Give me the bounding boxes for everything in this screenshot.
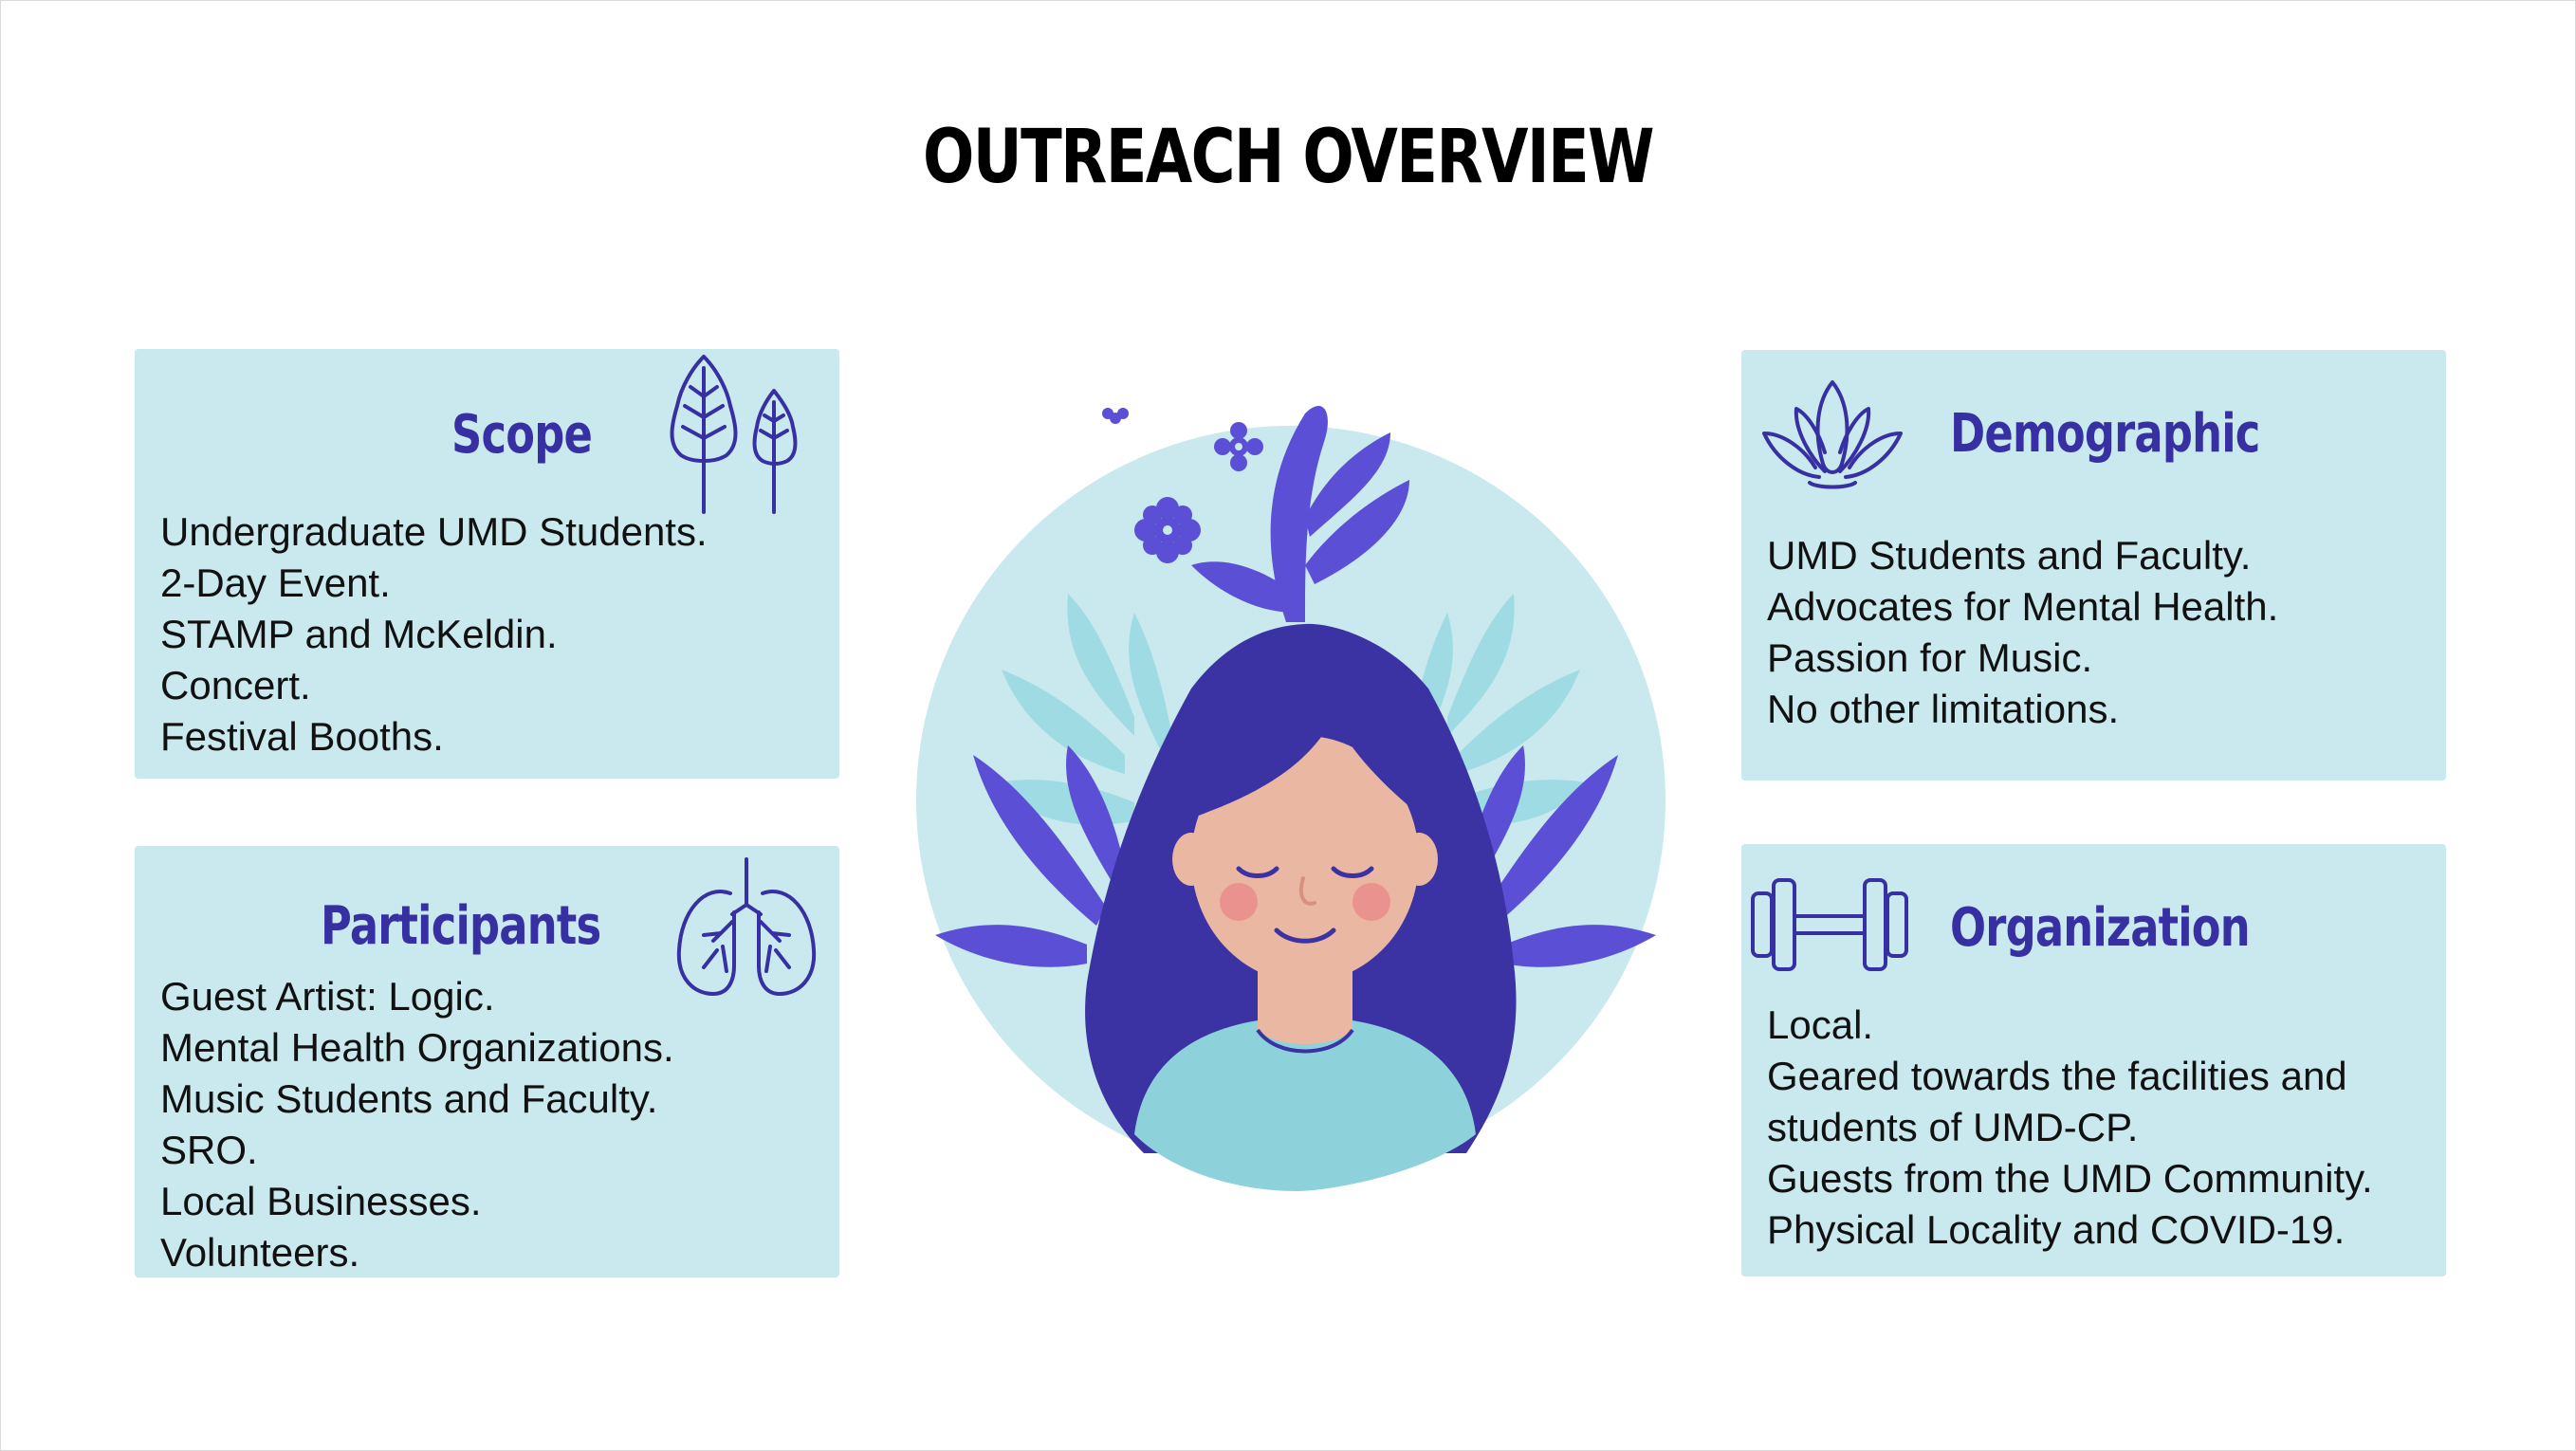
list-item: Concert. xyxy=(160,663,311,707)
participants-card: Participants Guest Artist: Logic. Mental… xyxy=(135,846,839,1277)
list-item: Guests from the UMD Community. xyxy=(1767,1156,2373,1201)
organization-list: Local. Geared towards the facilities and… xyxy=(1767,1000,2373,1256)
list-item: Undergraduate UMD Students. xyxy=(160,509,708,554)
scope-heading: Scope xyxy=(451,404,593,466)
list-item: Festival Booths. xyxy=(160,714,444,759)
list-item: Volunteers. xyxy=(160,1230,360,1275)
list-item: Mental Health Organizations. xyxy=(160,1025,674,1070)
organization-card: Organization Local. Geared towards the f… xyxy=(1741,844,2446,1277)
dumbbell-icon xyxy=(1751,878,1908,971)
lotus-icon xyxy=(1762,380,1903,489)
participants-list: Guest Artist: Logic. Mental Health Organ… xyxy=(160,971,674,1278)
demographic-card: Demographic UMD Students and Faculty. Ad… xyxy=(1741,350,2446,781)
list-item: Advocates for Mental Health. xyxy=(1767,584,2279,629)
list-item: students of UMD-CP. xyxy=(1767,1105,2139,1149)
scope-list: Undergraduate UMD Students. 2-Day Event.… xyxy=(160,506,708,762)
lungs-icon xyxy=(676,857,817,996)
list-item: Physical Locality and COVID-19. xyxy=(1767,1207,2346,1252)
list-item: Guest Artist: Logic. xyxy=(160,974,495,1019)
demographic-heading: Demographic xyxy=(1950,403,2260,465)
list-item: Local. xyxy=(1767,1002,1874,1047)
list-item: Geared towards the facilities and xyxy=(1767,1054,2347,1098)
scope-card: Scope Undergraduate UMD Students. 2-Day … xyxy=(135,349,839,779)
list-item: SRO. xyxy=(160,1128,258,1172)
list-item: Local Businesses. xyxy=(160,1179,482,1223)
list-item: STAMP and McKeldin. xyxy=(160,612,558,656)
list-item: 2-Day Event. xyxy=(160,560,391,605)
list-item: Music Students and Faculty. xyxy=(160,1076,658,1121)
list-item: No other limitations. xyxy=(1767,687,2120,731)
page-title: OUTREACH OVERVIEW xyxy=(923,115,1655,200)
list-item: UMD Students and Faculty. xyxy=(1767,533,2252,578)
demographic-list: UMD Students and Faculty. Advocates for … xyxy=(1767,530,2278,735)
participants-heading: Participants xyxy=(321,895,601,957)
list-item: Passion for Music. xyxy=(1767,635,2093,680)
trees-icon xyxy=(670,355,798,514)
organization-heading: Organization xyxy=(1950,897,2251,959)
calm-woman-illustration xyxy=(916,405,1665,1191)
